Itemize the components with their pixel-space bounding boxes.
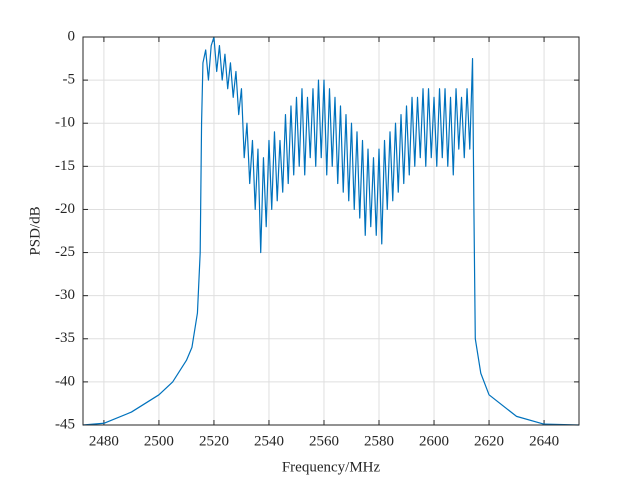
y-axis-label: PSD/dB bbox=[27, 206, 43, 255]
y-tick-label: 0 bbox=[68, 28, 76, 44]
y-tick-label: -35 bbox=[55, 330, 75, 346]
x-axis-label: Frequency/MHz bbox=[282, 459, 381, 475]
x-tick-label: 2580 bbox=[364, 433, 394, 449]
x-tick-label: 2500 bbox=[144, 433, 174, 449]
x-tick-label: 2640 bbox=[529, 433, 559, 449]
x-tick-label: 2620 bbox=[474, 433, 504, 449]
y-tick-label: -30 bbox=[55, 287, 75, 303]
x-tick-label: 2520 bbox=[199, 433, 229, 449]
y-tick-label: -25 bbox=[55, 244, 75, 260]
plot-area bbox=[83, 37, 579, 425]
y-tick-label: -5 bbox=[63, 72, 76, 88]
y-tick-label: -10 bbox=[55, 115, 75, 131]
x-tick-label: 2600 bbox=[419, 433, 449, 449]
x-tick-label: 2560 bbox=[309, 433, 339, 449]
plot-frame bbox=[82, 36, 580, 426]
x-tick-label: 2540 bbox=[254, 433, 284, 449]
y-tick-label: -45 bbox=[55, 416, 75, 432]
y-tick-label: -40 bbox=[55, 373, 75, 389]
y-tick-label: -15 bbox=[55, 158, 75, 174]
x-tick-label: 2480 bbox=[89, 433, 119, 449]
psd-line bbox=[82, 36, 580, 426]
y-tick-label: -20 bbox=[55, 201, 75, 217]
